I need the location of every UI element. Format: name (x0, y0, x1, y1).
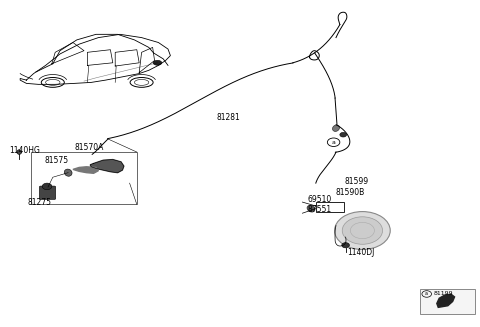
FancyBboxPatch shape (39, 186, 56, 199)
Text: a: a (332, 140, 336, 145)
Text: 81199: 81199 (433, 291, 453, 296)
Text: 81590B: 81590B (336, 188, 365, 197)
Circle shape (340, 132, 347, 137)
Bar (316, 202, 344, 212)
Polygon shape (437, 294, 455, 307)
Text: 81575: 81575 (45, 156, 69, 165)
Circle shape (342, 217, 383, 244)
Text: 1140HG: 1140HG (10, 146, 40, 155)
Text: 81599: 81599 (345, 177, 369, 186)
Circle shape (42, 183, 52, 190)
Text: 69510: 69510 (307, 195, 332, 204)
Ellipse shape (64, 169, 72, 176)
Text: 81275: 81275 (27, 198, 51, 207)
Ellipse shape (17, 150, 22, 154)
Text: 81281: 81281 (216, 113, 240, 122)
Polygon shape (73, 167, 98, 173)
Bar (31, 152, 137, 204)
Ellipse shape (307, 205, 315, 212)
Text: a: a (425, 291, 428, 297)
Text: 81570A: 81570A (74, 143, 104, 152)
Text: 1140DJ: 1140DJ (348, 248, 375, 257)
Ellipse shape (333, 125, 339, 131)
Circle shape (342, 243, 349, 248)
Ellipse shape (153, 60, 162, 65)
Polygon shape (90, 160, 124, 173)
Bar (420, 289, 475, 314)
Circle shape (335, 212, 390, 250)
Text: 87551: 87551 (307, 205, 331, 214)
